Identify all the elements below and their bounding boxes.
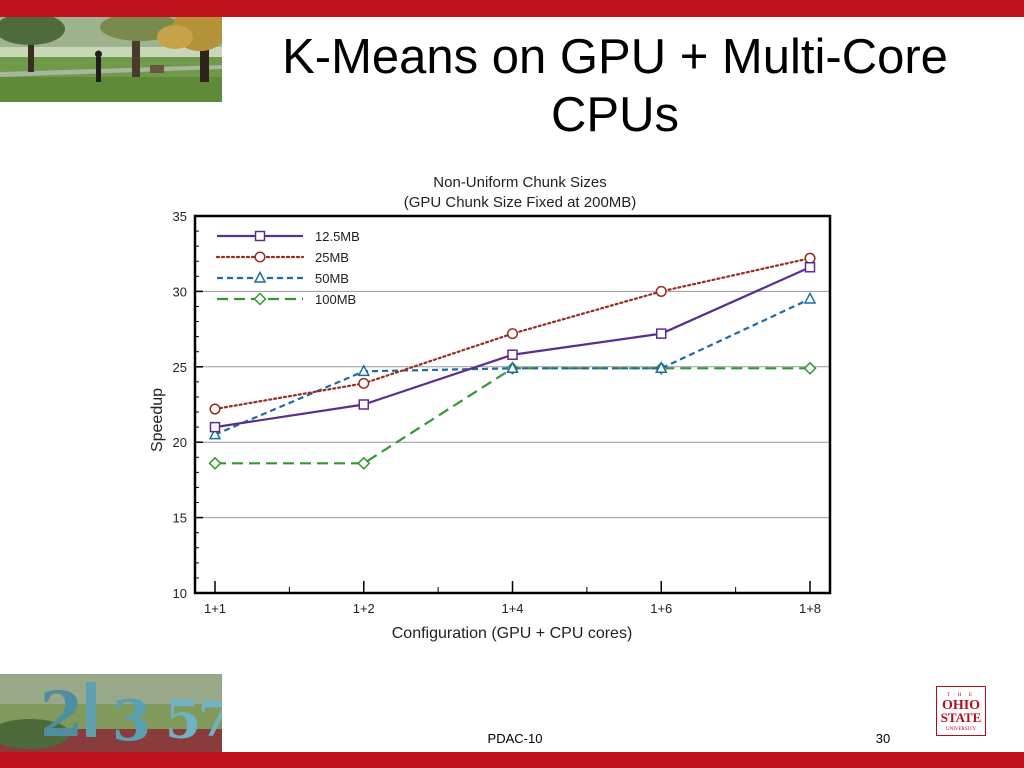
data-point-square (656, 328, 667, 339)
page-number: 30 (875, 731, 891, 746)
data-point-diamond (253, 292, 267, 306)
data-point-circle (254, 251, 266, 263)
legend-entry: 12.5MB (217, 229, 360, 244)
series-line (215, 367, 810, 465)
legend-label: 12.5MB (315, 229, 360, 244)
y-tick-label: 15 (173, 511, 187, 526)
y-tick-label: 20 (173, 435, 187, 450)
data-point-square (358, 399, 369, 410)
footer-conference: PDAC-10 (487, 731, 543, 746)
data-point-triangle (506, 361, 519, 374)
svg-text:UNIVERSITY: UNIVERSITY (946, 727, 976, 732)
y-axis-label: Speedup (149, 388, 166, 452)
series-lines (208, 252, 817, 470)
svg-text:5: 5 (165, 690, 201, 751)
chart-subtitle: (GPU Chunk Size Fixed at 200MB) (404, 194, 637, 211)
legend: 12.5MB 25MB 50MB 100MB (215, 229, 360, 307)
university-logo: T·H·E OHIO STATE UNIVERSITY (936, 686, 986, 736)
svg-text:2: 2 (40, 678, 83, 751)
data-point-triangle (208, 427, 222, 440)
data-point-circle (804, 252, 816, 264)
legend-entry: 100MB (217, 292, 356, 307)
series-12.5MB (209, 262, 816, 433)
x-tick-label: 1+6 (650, 601, 672, 616)
series-100MB (208, 361, 817, 470)
legend-label: 25MB (315, 250, 349, 265)
legend-label: 100MB (315, 292, 356, 307)
data-point-circle (358, 377, 370, 389)
svg-text:OHIO: OHIO (942, 698, 980, 713)
y-tick-label: 25 (173, 360, 187, 375)
y-tick-label: 10 (173, 586, 187, 601)
data-point-square (209, 421, 221, 433)
data-point-square (507, 349, 518, 360)
plot-frame (193, 214, 832, 595)
svg-text:3: 3 (112, 688, 151, 752)
data-point-diamond (357, 456, 371, 470)
data-point-triangle (803, 291, 817, 304)
data-point-diamond (208, 456, 222, 470)
data-point-circle (209, 403, 221, 415)
x-tick-label: 1+8 (799, 601, 821, 616)
data-point-square (254, 230, 266, 242)
y-tick-label: 35 (173, 209, 187, 224)
svg-text:7: 7 (198, 692, 222, 748)
data-point-diamond (803, 361, 817, 375)
numbers-sculpture-photo: 2 3 5 7 (0, 674, 222, 752)
speedup-line-chart: Non-Uniform Chunk Sizes (GPU Chunk Size … (149, 174, 832, 642)
x-tick-label: 1+2 (353, 601, 375, 616)
x-tick-label: 1+1 (204, 601, 226, 616)
bottom-bar (0, 752, 1024, 768)
data-point-square (804, 262, 816, 273)
series-50MB (208, 291, 817, 440)
top-bar (0, 0, 1024, 17)
data-point-circle (506, 328, 519, 340)
data-point-triangle (357, 364, 370, 377)
data-point-triangle (253, 270, 267, 283)
legend-entry: 50MB (217, 270, 349, 286)
slide-title: K-Means on GPU + Multi-Core CPUs (282, 30, 948, 142)
svg-text:T·H·E: T·H·E (947, 693, 975, 698)
chart-title: Non-Uniform Chunk Sizes (433, 174, 606, 191)
grid-lines (195, 290, 830, 519)
legend-label: 50MB (315, 271, 349, 286)
x-tick-label: 1+4 (501, 601, 523, 616)
axes: 10 15 20 25 30 35 1+1 1+2 1+4 1+6 1+8 (173, 209, 832, 616)
data-point-circle (655, 285, 667, 297)
legend-entry: 25MB (215, 250, 349, 265)
campus-photo (0, 17, 222, 102)
data-point-triangle (655, 361, 668, 374)
svg-text:STATE: STATE (941, 710, 982, 725)
y-tick-label: 30 (173, 284, 187, 299)
x-axis-label: Configuration (GPU + CPU cores) (392, 625, 633, 642)
